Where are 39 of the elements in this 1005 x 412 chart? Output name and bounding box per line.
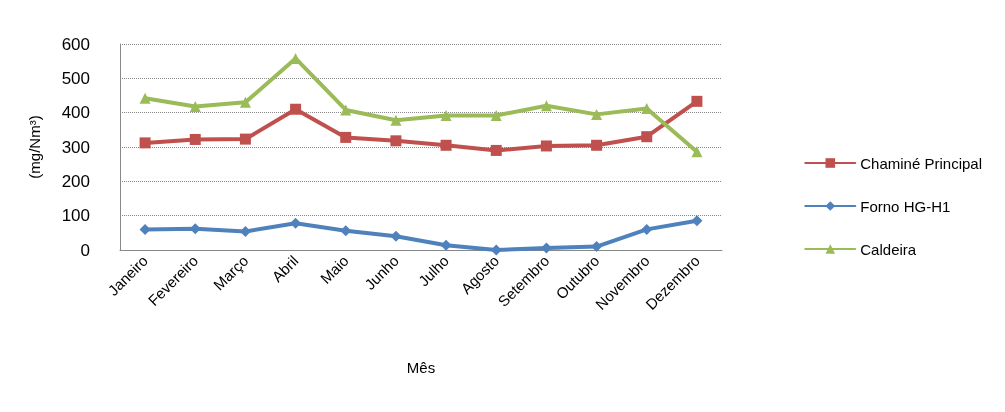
y-tick-label: 400 bbox=[61, 103, 90, 123]
point bbox=[540, 140, 552, 152]
point bbox=[189, 133, 201, 145]
legend-label: Caldeira bbox=[860, 240, 917, 258]
y-tick-label: 200 bbox=[61, 171, 90, 191]
point bbox=[239, 96, 251, 108]
point bbox=[440, 239, 452, 251]
point bbox=[290, 103, 302, 115]
legend-label: Forno HG-H1 bbox=[860, 197, 951, 215]
point bbox=[139, 137, 151, 149]
point bbox=[691, 215, 703, 227]
point bbox=[340, 104, 352, 116]
point bbox=[540, 100, 552, 112]
y-tick-label: 100 bbox=[61, 206, 90, 226]
point bbox=[490, 144, 502, 156]
y-tick-label: 300 bbox=[61, 137, 90, 157]
y-axis-title: (mg/Nm³) bbox=[26, 115, 43, 179]
point bbox=[340, 225, 352, 237]
y-tick-label: 0 bbox=[80, 240, 90, 260]
point bbox=[440, 139, 452, 151]
point bbox=[239, 133, 251, 145]
point bbox=[490, 109, 502, 121]
point bbox=[390, 135, 402, 147]
legend-label: Chaminé Principal bbox=[860, 154, 983, 172]
point bbox=[591, 241, 603, 253]
point bbox=[440, 109, 452, 121]
point bbox=[641, 131, 653, 143]
x-axis-title: Mês bbox=[406, 359, 436, 376]
point bbox=[591, 108, 603, 120]
point bbox=[691, 95, 703, 107]
point bbox=[189, 100, 201, 112]
y-tick-label: 500 bbox=[61, 68, 90, 88]
point bbox=[691, 146, 703, 158]
point bbox=[641, 223, 653, 235]
point bbox=[139, 92, 151, 104]
point bbox=[591, 139, 603, 151]
point bbox=[340, 131, 352, 143]
point bbox=[390, 114, 402, 126]
y-tick-label: 600 bbox=[61, 34, 90, 54]
